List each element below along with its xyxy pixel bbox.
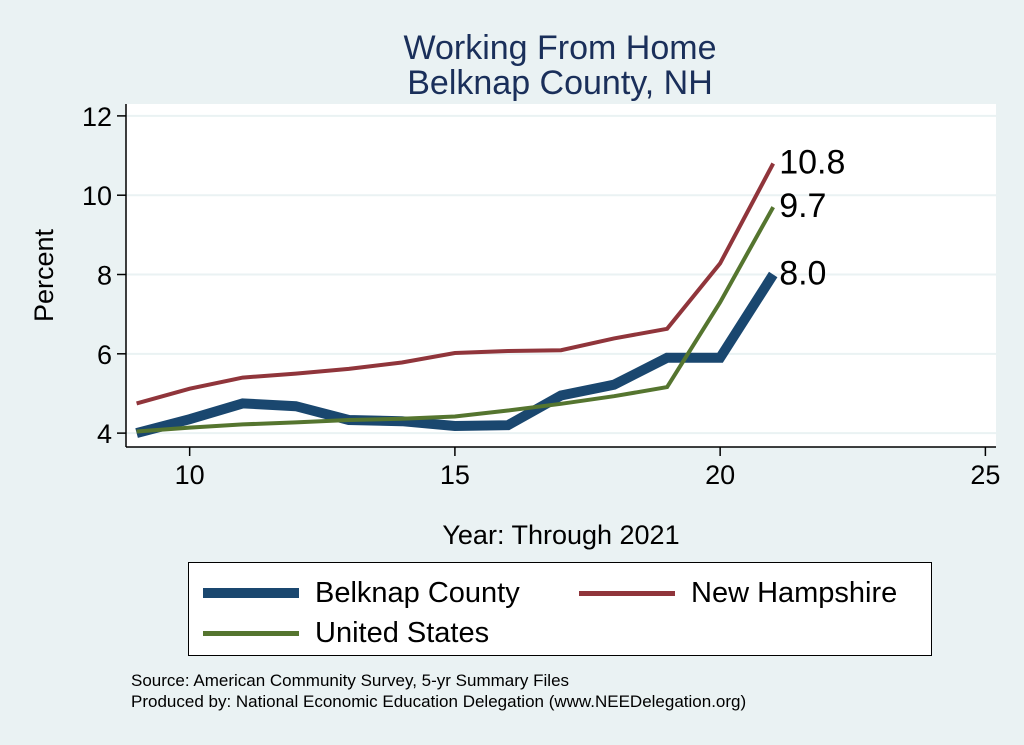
chart-title: Working From Home bbox=[403, 29, 717, 67]
series-line-united-states bbox=[136, 206, 775, 434]
producer-note: Produced by: National Economic Education… bbox=[131, 692, 747, 711]
series-line-new-hampshire bbox=[136, 162, 775, 406]
series-line-belknap-county bbox=[135, 271, 778, 438]
tick-label-x-25: 25 bbox=[970, 460, 1000, 490]
legend: Belknap County New Hampshire United Stat… bbox=[188, 562, 932, 656]
tick-label-x-15: 15 bbox=[440, 460, 470, 490]
line-chart: 4 6 8 10 12 10 15 20 25 Percent Year: Through 2021… bbox=[29, 102, 1000, 550]
legend-label-belknap: Belknap County bbox=[315, 577, 520, 609]
tick-label-x-20: 20 bbox=[705, 460, 735, 490]
legend-swatch-new-hampshire bbox=[579, 591, 675, 596]
source-note: Source: American Community Survey, 5-yr … bbox=[131, 671, 570, 690]
end-label-united-states: 9.7 bbox=[779, 187, 826, 225]
tick-label-x-10: 10 bbox=[175, 460, 205, 490]
tick-label-y-4: 4 bbox=[97, 419, 112, 449]
x-axis-label: Year: Through 2021 bbox=[442, 520, 679, 550]
end-label-new-hampshire: 10.8 bbox=[779, 143, 845, 181]
tick-label-y-10: 10 bbox=[82, 181, 112, 211]
tick-label-y-12: 12 bbox=[82, 102, 112, 132]
chart-subtitle: Belknap County, NH bbox=[407, 64, 713, 102]
legend-label-new-hampshire: New Hampshire bbox=[691, 577, 898, 609]
legend-swatch-united-states bbox=[203, 631, 299, 636]
y-axis-label: Percent bbox=[29, 228, 59, 322]
legend-swatch-belknap bbox=[203, 588, 299, 598]
tick-label-y-8: 8 bbox=[97, 261, 112, 291]
legend-label-united-states: United States bbox=[315, 617, 490, 649]
end-label-belknap-county: 8.0 bbox=[779, 255, 826, 293]
tick-label-y-6: 6 bbox=[97, 340, 112, 370]
